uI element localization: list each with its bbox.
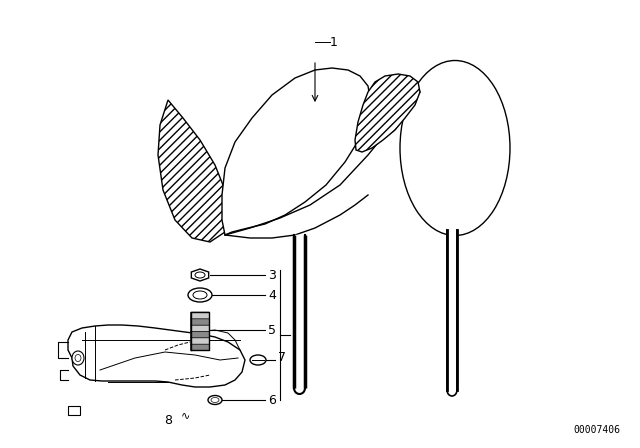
FancyBboxPatch shape: [191, 325, 209, 332]
Bar: [68, 406, 80, 415]
Text: 8: 8: [164, 414, 172, 426]
Polygon shape: [68, 325, 245, 387]
Text: 2: 2: [293, 328, 301, 341]
Text: ∿: ∿: [180, 410, 189, 420]
Text: 7: 7: [278, 350, 286, 363]
Polygon shape: [158, 100, 230, 242]
FancyBboxPatch shape: [191, 319, 209, 325]
Ellipse shape: [400, 60, 510, 236]
Ellipse shape: [72, 351, 84, 365]
FancyBboxPatch shape: [191, 337, 209, 344]
Text: 4: 4: [268, 289, 276, 302]
Text: 00007406: 00007406: [573, 425, 620, 435]
Ellipse shape: [195, 272, 205, 278]
Ellipse shape: [208, 396, 222, 405]
Ellipse shape: [211, 397, 219, 402]
Ellipse shape: [75, 354, 81, 362]
Polygon shape: [222, 68, 370, 235]
Polygon shape: [355, 74, 420, 152]
Text: 3: 3: [268, 268, 276, 281]
FancyBboxPatch shape: [191, 344, 209, 350]
FancyBboxPatch shape: [191, 312, 209, 319]
FancyBboxPatch shape: [191, 331, 209, 338]
Ellipse shape: [193, 291, 207, 299]
Ellipse shape: [250, 355, 266, 365]
Text: 6: 6: [268, 393, 276, 406]
Text: 5: 5: [268, 323, 276, 336]
Text: 1: 1: [330, 35, 338, 48]
Ellipse shape: [188, 288, 212, 302]
Polygon shape: [191, 269, 209, 281]
